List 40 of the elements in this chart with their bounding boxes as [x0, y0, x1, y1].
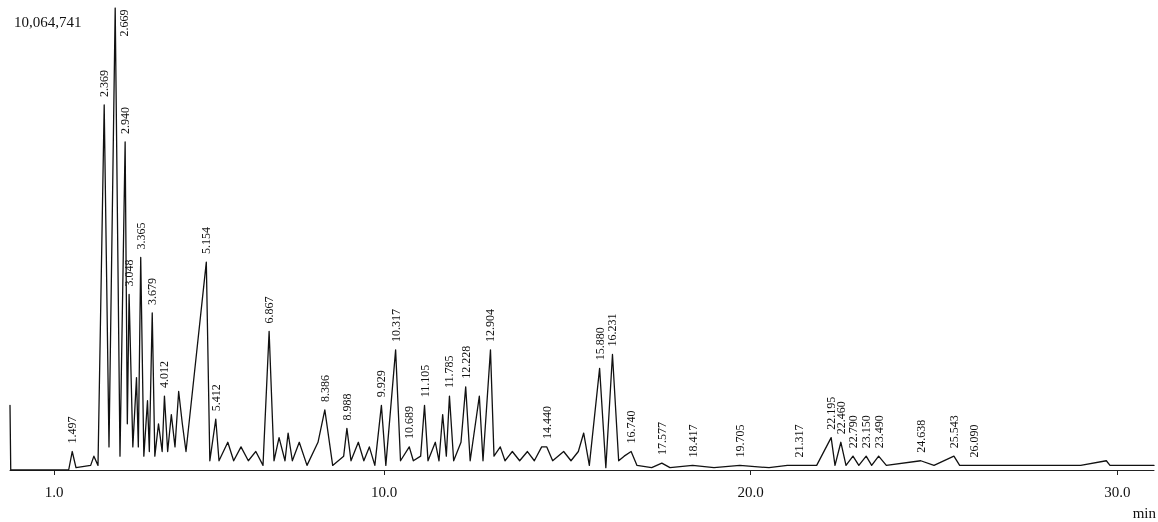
x-tick-label: 10.0 [370, 483, 398, 500]
annotation: 15.880 [592, 327, 607, 361]
annotation: 10.317 [388, 308, 403, 342]
annotation: 12.904 [483, 308, 498, 342]
annotation: 23.150 [859, 415, 874, 449]
annotation: 2.940 [118, 106, 133, 134]
annotation: 5.412 [208, 384, 223, 412]
x-axis-title: min [1132, 504, 1157, 521]
annotation: 25.543 [946, 415, 961, 449]
annotation: 4.012 [157, 361, 172, 389]
annotation: 23.490 [871, 415, 886, 449]
annotation: 3.365 [133, 222, 148, 250]
x-tick-label: 1.0 [44, 483, 64, 500]
annotation: 22.790 [845, 415, 860, 449]
annotation: 1.497 [65, 416, 80, 444]
annotation: 2.669 [117, 9, 132, 37]
annotation: 8.988 [339, 393, 354, 421]
annotation: 19.705 [732, 424, 747, 458]
annotation: 11.105 [417, 364, 432, 398]
annotation: 18.417 [685, 424, 700, 458]
annotation: 12.228 [458, 345, 473, 379]
annotation: 14.440 [539, 405, 554, 439]
annotation: 11.785 [442, 355, 457, 389]
annotation: 26.090 [966, 424, 981, 458]
annotation: 3.679 [145, 277, 160, 305]
annotation: 10,064,741 [14, 13, 82, 30]
annotation: 10.689 [402, 405, 417, 439]
annotation: 24.638 [913, 419, 928, 453]
x-tick-label: 20.0 [737, 483, 764, 500]
x-tick-label: 30.0 [1104, 483, 1131, 500]
annotation: 9.929 [374, 370, 389, 398]
annotation: 6.867 [262, 296, 277, 324]
annotation: 3.048 [122, 259, 137, 287]
annotation: 21.317 [791, 424, 806, 458]
annotation: 17.577 [654, 422, 669, 456]
annotation: 8.386 [317, 374, 332, 402]
annotation: 2.369 [97, 70, 112, 98]
annotation: 16.740 [624, 410, 639, 444]
annotation: 16.231 [605, 313, 620, 347]
annotation: 5.154 [199, 227, 214, 255]
